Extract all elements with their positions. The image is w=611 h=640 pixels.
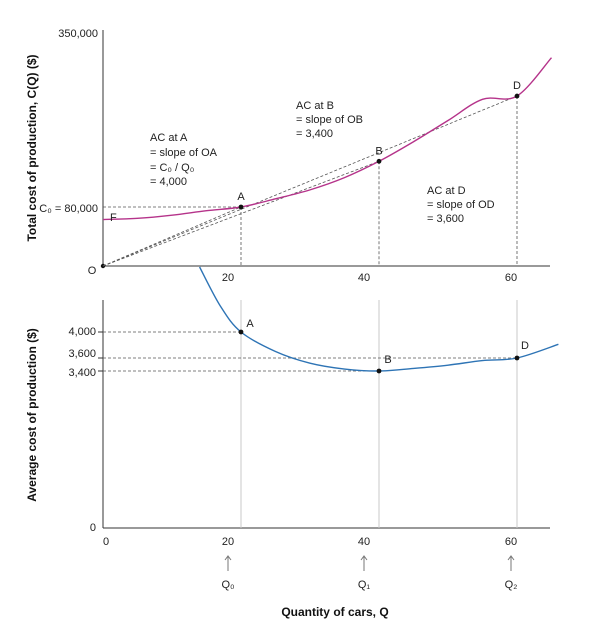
annotation-d-line-1: AC at D: [427, 185, 466, 197]
top-point-b: [376, 158, 382, 164]
bottom-y-tick-0: 0: [90, 522, 96, 534]
ray-o-d: [102, 95, 518, 267]
q1-label: Q₁: [358, 579, 371, 591]
annotation-a-line-1: AC at A: [150, 132, 188, 144]
annotation-a-line-4: = 4,000: [150, 176, 187, 188]
annotation-b-line-3: = 3,400: [296, 128, 333, 140]
bottom-y-tick-3600: 3,600: [68, 348, 96, 360]
q2-label: Q₂: [505, 579, 518, 591]
bottom-x-tick-40: 40: [358, 536, 370, 548]
origin-label: O: [88, 265, 97, 277]
bottom-point-b: [376, 368, 382, 374]
annotation-d-line-2: = slope of OD: [427, 199, 495, 211]
top-point-d: [514, 93, 520, 99]
top-y-axis-label: Total cost of production, C(Q) ($): [25, 54, 39, 241]
top-point-label-a: A: [237, 191, 245, 203]
x-axis-label: Quantity of cars, Q: [281, 605, 388, 619]
top-point-label-d: D: [513, 80, 521, 92]
c0-tick-label: C₀ = 80,000: [39, 203, 98, 215]
bottom-y-tick-3400: 3,400: [68, 367, 96, 379]
bottom-panel: Average cost of production ($) A B D 4,000…: [25, 266, 559, 619]
q0-arrowhead-icon: [224, 555, 232, 561]
bottom-y-axis-label: Average cost of production ($): [25, 328, 39, 502]
annotation-b-line-2: = slope of OB: [296, 114, 363, 126]
bottom-x-tick-60: 60: [505, 536, 517, 548]
q1-arrowhead-icon: [360, 555, 368, 561]
annotation-ac-at-d: AC at D = slope of OD = 3,600: [427, 185, 495, 225]
bottom-point-label-d: D: [521, 340, 529, 352]
average-cost-curve: [198, 266, 559, 372]
top-x-tick-20: 20: [222, 272, 234, 284]
fixed-cost-label: F: [110, 212, 117, 224]
top-x-tick-60: 60: [505, 272, 517, 284]
annotation-d-line-3: = 3,600: [427, 213, 464, 225]
top-y-tick-max: 350,000: [58, 28, 98, 40]
top-panel: Total cost of production, C(Q) ($) 350,0…: [25, 28, 553, 284]
top-point-label-b: B: [375, 145, 382, 157]
annotation-ac-at-b: AC at B = slope of OB = 3,400: [296, 100, 363, 140]
bottom-x-tick-0: 0: [103, 536, 109, 548]
top-x-tick-40: 40: [358, 272, 370, 284]
annotation-b-line-1: AC at B: [296, 100, 334, 112]
total-cost-curve: [102, 57, 553, 221]
q0-marker: Q₀: [221, 555, 235, 591]
bottom-y-tick-4000: 4,000: [68, 326, 96, 338]
bottom-point-label-b: B: [384, 354, 391, 366]
q2-marker: Q₂: [505, 555, 518, 591]
annotation-a-line-3: = C₀ / Q₀: [150, 162, 194, 174]
annotation-a-line-2: = slope of OA: [150, 147, 218, 159]
q1-marker: Q₁: [358, 555, 371, 591]
bottom-x-tick-20: 20: [222, 536, 234, 548]
q2-arrowhead-icon: [507, 555, 515, 561]
bottom-point-d: [514, 355, 520, 361]
top-point-a: [238, 204, 244, 210]
bottom-point-label-a: A: [246, 318, 254, 330]
q0-label: Q₀: [221, 579, 234, 591]
bottom-point-a: [238, 329, 244, 335]
annotation-ac-at-a: AC at A = slope of OA = C₀ / Q₀ = 4,000: [150, 132, 218, 188]
